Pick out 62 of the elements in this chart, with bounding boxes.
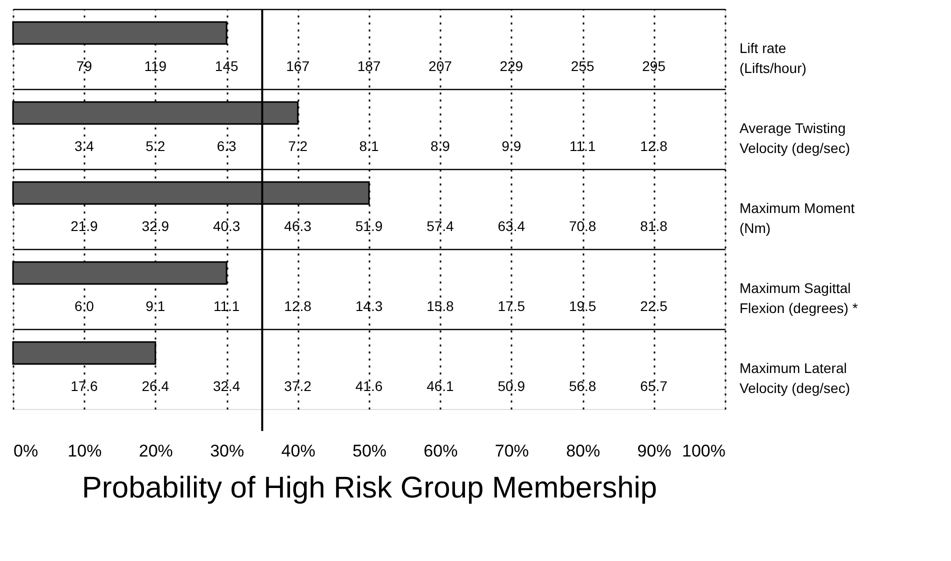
annotation: 119 [144,58,167,74]
annotation: 70.8 [568,218,596,234]
annotation: 17.6 [70,378,98,394]
annotation: 57.4 [426,218,454,234]
annotation: 8.1 [359,138,379,154]
x-tick-label: 40% [281,442,316,460]
annotation: 19.5 [568,298,596,314]
x-tick-label: 10% [68,442,102,460]
annotation: 255 [570,58,594,74]
annotation: 6.3 [216,138,237,154]
annotation: 11.1 [213,298,240,314]
annotation: 32.9 [142,218,170,234]
annotation: 9.1 [146,298,166,314]
annotation: 63.4 [498,218,526,234]
annotation: 41.6 [355,378,383,394]
annotation: 56.8 [568,378,596,394]
annotation: 81.8 [640,218,668,234]
annotation: 46.1 [426,378,454,394]
y-tick-label: Average Twisting Velocity (deg/sec) [740,120,850,156]
x-tick-label: 60% [424,442,458,460]
annotation: 6.0 [74,298,94,314]
x-tick-label: 80% [566,442,600,460]
annotation: 295 [642,58,666,74]
x-tick-label: 0% [14,442,38,460]
annotation: 8.9 [430,138,450,154]
annotation: 65.7 [640,378,668,394]
annotation: 21.9 [70,218,98,234]
annotation: 17.5 [498,298,526,314]
annotation: 207 [428,58,452,74]
y-tick-label: Maximum Moment (Nm) [740,200,855,236]
annotation: 50.9 [498,378,526,394]
annotation: 9.9 [502,138,522,154]
x-tick-label: 30% [210,442,244,460]
x-tick-label: 90% [637,442,672,460]
annotation: 15.8 [426,298,454,314]
y-tick-label: Maximum Sagittal Flexion (degrees) * [740,280,858,316]
annotation: 12.8 [284,298,312,314]
x-axis-title: Probability of High Risk Group Membership [82,472,658,504]
annotation: 145 [214,58,238,74]
annotation: 229 [500,58,524,74]
annotation: 187 [357,58,381,74]
annotation: 22.5 [640,298,668,314]
annotation: 14.3 [355,298,383,314]
annotation: 7.2 [288,138,308,154]
annotation: 79 [76,58,92,74]
annotation: 167 [286,58,310,74]
annotation: 40.3 [212,218,240,234]
x-tick-label: 100% [682,442,726,460]
x-tick-label: 50% [352,442,387,460]
y-tick-label: Maximum Lateral Velocity (deg/sec) [740,360,850,396]
x-tick-label: 20% [138,442,173,460]
x-tick-label: 70% [494,442,529,460]
annotation: 11.1 [569,138,596,154]
annotation: 12.8 [640,138,668,154]
annotation: 32.4 [212,378,240,394]
annotation: 3.4 [74,138,94,154]
annotation: 51.9 [355,218,383,234]
annotation: 46.3 [284,218,312,234]
y-tick-label: Lift rate (Lifts/hour) [740,40,806,76]
annotation: 37.2 [284,378,312,394]
annotation: 5.2 [146,138,166,154]
annotation: 26.4 [142,378,170,394]
